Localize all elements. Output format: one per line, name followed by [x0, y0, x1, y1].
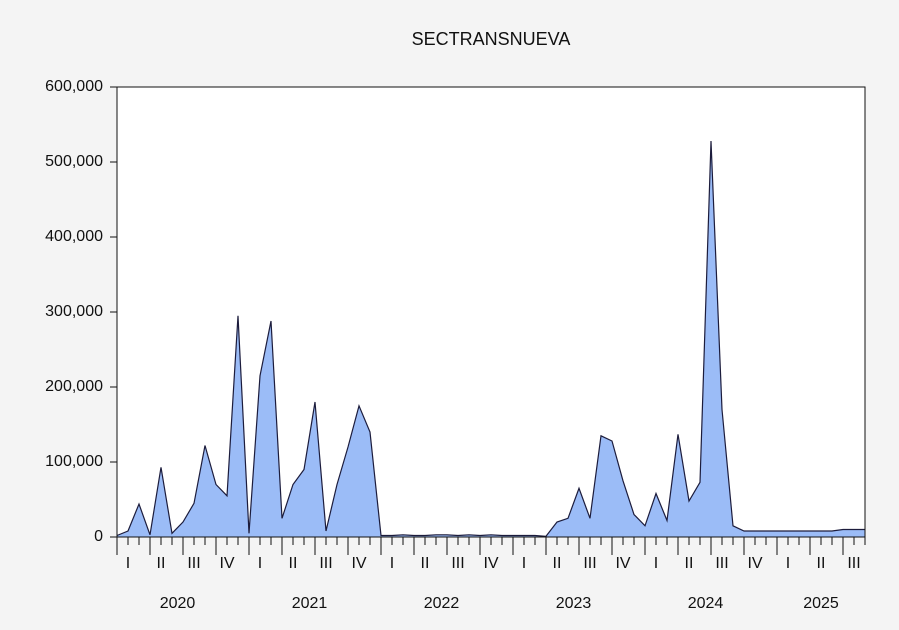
x-quarter-label: IV	[747, 555, 762, 572]
x-quarter-label: I	[786, 555, 790, 572]
x-year-label: 2022	[424, 595, 460, 612]
y-tick-label: 400,000	[45, 228, 103, 245]
x-quarter-label: II	[421, 555, 430, 572]
x-year-label: 2024	[688, 595, 724, 612]
x-year-label: 2021	[292, 595, 328, 612]
area-line	[116, 140, 865, 537]
x-quarter-label: III	[847, 555, 860, 572]
x-quarter-label: III	[319, 555, 332, 572]
x-quarter-label: I	[126, 555, 130, 572]
y-tick-label: 0	[94, 528, 103, 545]
x-quarter-label: III	[715, 555, 728, 572]
y-tick-label: 100,000	[45, 453, 103, 470]
x-quarter-label: I	[258, 555, 262, 572]
chart-title: SECTRANSNUEVA	[412, 29, 571, 49]
x-quarter-label: II	[289, 555, 298, 572]
y-tick-label: 300,000	[45, 303, 103, 320]
x-quarter-label: I	[522, 555, 526, 572]
x-quarter-label: I	[654, 555, 658, 572]
y-tick-label: 600,000	[45, 78, 103, 95]
x-year-label: 2020	[160, 595, 196, 612]
x-quarter-label: II	[553, 555, 562, 572]
x-quarter-label: IV	[219, 555, 234, 572]
x-quarter-label: I	[390, 555, 394, 572]
x-quarter-label: III	[187, 555, 200, 572]
x-year-label: 2025	[803, 595, 839, 612]
x-quarter-label: III	[583, 555, 596, 572]
x-quarter-label: III	[451, 555, 464, 572]
x-quarter-label: IV	[615, 555, 630, 572]
x-year-label: 2023	[556, 595, 592, 612]
x-quarter-label: II	[685, 555, 694, 572]
x-quarter-label: IV	[351, 555, 366, 572]
x-quarter-label: IV	[483, 555, 498, 572]
y-tick-label: 200,000	[45, 378, 103, 395]
x-quarter-label: II	[817, 555, 826, 572]
y-tick-label: 500,000	[45, 153, 103, 170]
x-quarter-label: II	[157, 555, 166, 572]
